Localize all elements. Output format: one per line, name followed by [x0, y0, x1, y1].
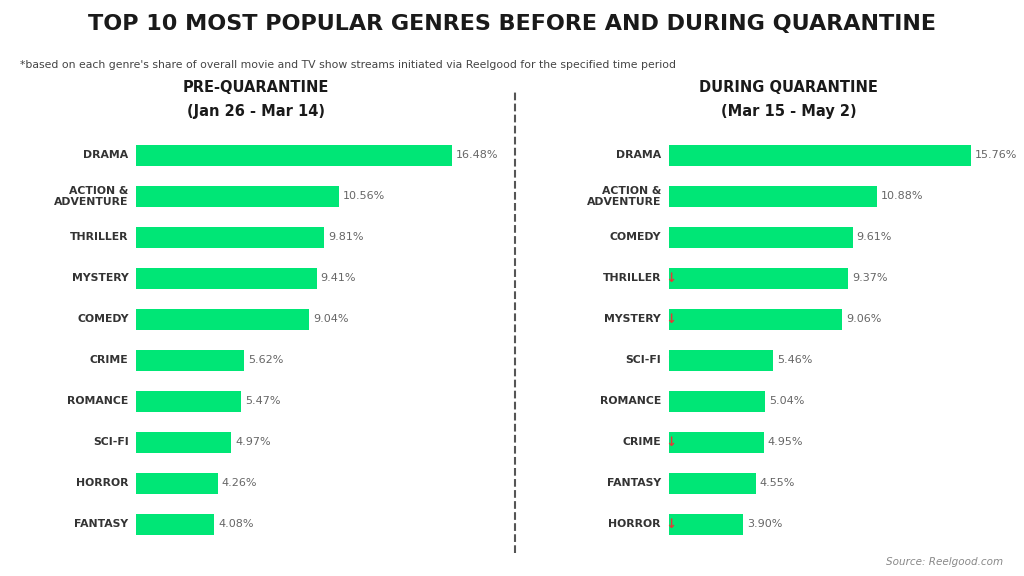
Text: 9.06%: 9.06%: [846, 314, 882, 324]
Text: MYSTERY: MYSTERY: [72, 274, 128, 283]
Text: 9.61%: 9.61%: [857, 232, 892, 242]
Text: *based on each genre's share of overall movie and TV show streams initiated via : *based on each genre's share of overall …: [20, 60, 677, 70]
Title: PRE-QUARANTINE
(Jan 26 - Mar 14): PRE-QUARANTINE (Jan 26 - Mar 14): [183, 80, 329, 119]
Text: 4.26%: 4.26%: [221, 478, 257, 488]
Text: COMEDY: COMEDY: [609, 232, 660, 242]
Text: TOP 10 MOST POPULAR GENRES BEFORE AND DURING QUARANTINE: TOP 10 MOST POPULAR GENRES BEFORE AND DU…: [88, 14, 936, 35]
Text: ↓: ↓: [662, 518, 677, 530]
Text: ↑: ↑: [662, 231, 677, 244]
Text: 3.90%: 3.90%: [748, 520, 782, 529]
Bar: [136, 473, 218, 494]
Bar: [136, 350, 244, 371]
Bar: [669, 391, 765, 412]
Text: 5.46%: 5.46%: [777, 355, 812, 365]
Text: 4.97%: 4.97%: [236, 437, 271, 448]
Text: THRILLER: THRILLER: [70, 232, 128, 242]
Text: ROMANCE: ROMANCE: [600, 396, 660, 406]
Text: MYSTERY: MYSTERY: [604, 314, 660, 324]
Text: 9.37%: 9.37%: [852, 274, 888, 283]
Text: 5.04%: 5.04%: [769, 396, 805, 406]
Text: ↑: ↑: [662, 354, 677, 367]
Text: FANTASY: FANTASY: [75, 520, 128, 529]
Text: CRIME: CRIME: [623, 437, 660, 448]
Text: ACTION &
ADVENTURE: ACTION & ADVENTURE: [54, 185, 128, 207]
Text: Source: Reelgood.com: Source: Reelgood.com: [887, 558, 1004, 567]
Text: 4.95%: 4.95%: [767, 437, 803, 448]
Bar: [136, 391, 241, 412]
Bar: [136, 268, 316, 289]
Title: DURING QUARANTINE
(Mar 15 - May 2): DURING QUARANTINE (Mar 15 - May 2): [699, 80, 878, 119]
Text: 10.88%: 10.88%: [881, 191, 924, 202]
Bar: [136, 185, 339, 207]
Text: 10.56%: 10.56%: [342, 191, 385, 202]
Text: ↓: ↓: [662, 313, 677, 326]
Text: 5.62%: 5.62%: [248, 355, 283, 365]
Text: 9.04%: 9.04%: [313, 314, 349, 324]
Text: ↑: ↑: [662, 477, 677, 490]
Bar: [669, 350, 773, 371]
Text: 9.81%: 9.81%: [328, 232, 364, 242]
Bar: [669, 145, 971, 166]
Bar: [669, 185, 878, 207]
Text: 5.47%: 5.47%: [245, 396, 281, 406]
Text: FANTASY: FANTASY: [607, 478, 660, 488]
Text: 15.76%: 15.76%: [975, 150, 1017, 160]
Bar: [136, 514, 214, 535]
Text: DRAMA: DRAMA: [83, 150, 128, 160]
Text: THRILLER: THRILLER: [602, 274, 660, 283]
Bar: [669, 309, 843, 330]
Bar: [136, 309, 309, 330]
Bar: [669, 431, 764, 453]
Text: CRIME: CRIME: [90, 355, 128, 365]
Bar: [136, 145, 453, 166]
Text: SCI-FI: SCI-FI: [626, 355, 660, 365]
Text: ↓: ↓: [662, 272, 677, 285]
Bar: [669, 514, 743, 535]
Bar: [136, 227, 325, 248]
Text: 16.48%: 16.48%: [456, 150, 499, 160]
Text: COMEDY: COMEDY: [77, 314, 128, 324]
Bar: [136, 431, 231, 453]
Text: ↓: ↓: [662, 436, 677, 449]
Bar: [669, 473, 756, 494]
Text: 4.55%: 4.55%: [760, 478, 795, 488]
Text: SCI-FI: SCI-FI: [93, 437, 128, 448]
Text: 4.08%: 4.08%: [218, 520, 254, 529]
Text: DRAMA: DRAMA: [615, 150, 660, 160]
Text: ROMANCE: ROMANCE: [68, 396, 128, 406]
Text: ACTION &
ADVENTURE: ACTION & ADVENTURE: [587, 185, 660, 207]
Text: HORROR: HORROR: [76, 478, 128, 488]
Text: HORROR: HORROR: [608, 520, 660, 529]
Bar: [669, 227, 853, 248]
Bar: [669, 268, 848, 289]
Text: 9.41%: 9.41%: [321, 274, 356, 283]
